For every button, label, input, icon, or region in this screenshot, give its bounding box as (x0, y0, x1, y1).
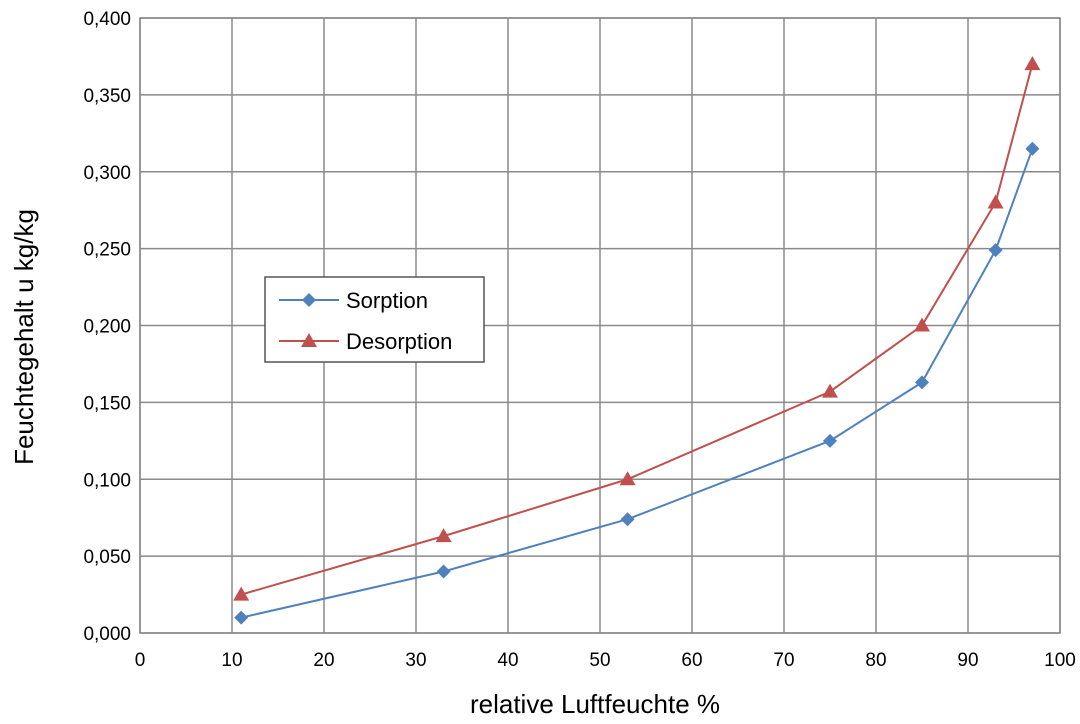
legend-entry-desorption: Desorption (279, 329, 452, 354)
x-tick-label: 70 (773, 650, 794, 671)
x-tick-labels: 0 10 20 30 40 50 60 70 80 90 100 (135, 650, 1076, 671)
y-tick-label: 0,400 (83, 9, 131, 30)
data-point-desorption (1024, 56, 1041, 71)
data-point-sorption (436, 564, 451, 579)
y-tick-label: 0,350 (83, 86, 131, 107)
x-tick-label: 20 (313, 650, 334, 671)
legend-box (264, 276, 485, 363)
y-axis-title: Feuchtegehalt u kg/kg (9, 209, 39, 465)
series-sorption (234, 141, 1040, 625)
data-point-desorption (233, 586, 250, 601)
y-tick-label: 0,250 (83, 240, 131, 261)
data-point-desorption (987, 194, 1004, 209)
data-point-sorption (1025, 141, 1040, 156)
series-desorption (233, 56, 1041, 601)
data-point-desorption (435, 528, 452, 543)
x-tick-label: 90 (957, 650, 978, 671)
y-tick-label: 0,150 (83, 393, 131, 414)
y-tick-label: 0,100 (83, 470, 131, 491)
x-tick-label: 40 (497, 650, 518, 671)
data-point-sorption (823, 433, 837, 448)
data-point-desorption (822, 383, 838, 398)
legend-marker-desorption (301, 333, 317, 347)
x-tick-label: 60 (681, 650, 702, 671)
legend-label-sorption: Sorption (346, 288, 428, 313)
legend-label-desorption: Desorption (346, 329, 452, 354)
data-point-sorption (988, 243, 1003, 258)
data-point-sorption (915, 375, 929, 390)
x-axis-title: relative Luftfeuchte % (470, 689, 720, 719)
x-tick-label: 100 (1044, 650, 1076, 671)
legend: Sorption Desorption (264, 276, 485, 363)
y-tick-labels: 0,000 0,050 0,100 0,150 0,200 0,250 0,300 0,350… (83, 9, 131, 645)
data-point-sorption (620, 512, 635, 527)
x-tick-label: 80 (865, 650, 886, 671)
data-point-desorption (914, 317, 930, 332)
legend-marker-sorption (302, 293, 316, 307)
y-tick-label: 0,050 (83, 547, 131, 568)
data-point-desorption (619, 471, 636, 486)
y-tick-label: 0,000 (83, 624, 131, 645)
x-tick-label: 10 (221, 650, 242, 671)
x-tick-label: 50 (589, 650, 610, 671)
series-group (233, 56, 1041, 625)
data-point-sorption (234, 610, 249, 625)
y-tick-label: 0,300 (83, 163, 131, 184)
y-tick-label: 0,200 (83, 317, 131, 338)
legend-entry-sorption: Sorption (279, 288, 428, 313)
x-tick-label: 0 (135, 650, 146, 671)
x-tick-label: 30 (405, 650, 426, 671)
